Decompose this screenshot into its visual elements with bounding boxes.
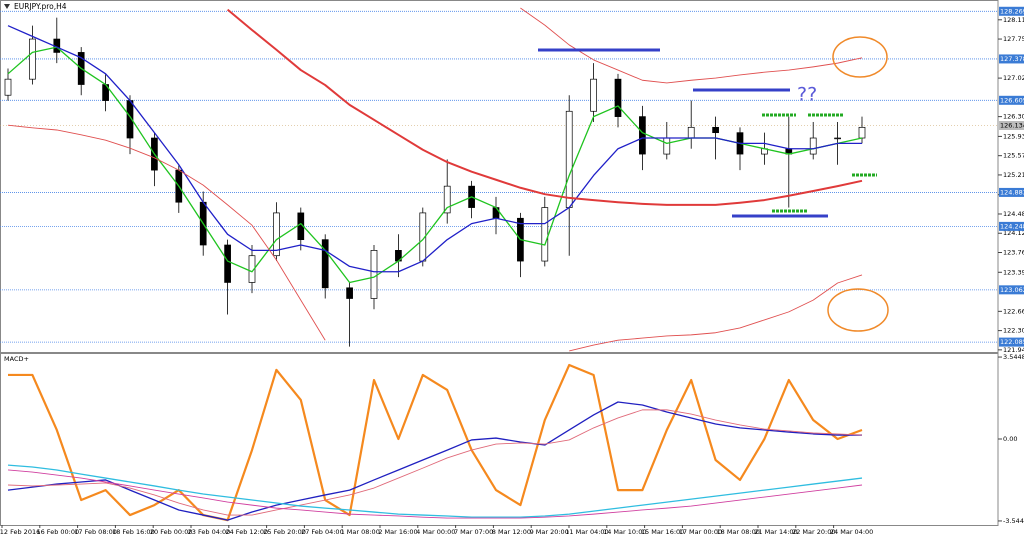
symbol-icon [4, 4, 10, 9]
macd-title: MACD+ [4, 355, 29, 363]
series-line [569, 274, 863, 352]
candle-body [834, 137, 841, 140]
y-tick-label: 125.930 [1003, 132, 1024, 140]
x-tick-label: 14 Mar 10:00 [603, 528, 646, 536]
candle-body [663, 137, 671, 155]
y-tick-label: 0.00 [1003, 435, 1017, 443]
x-tick-label: 4 Mar 00:00 [416, 528, 455, 536]
question-annotation: ?? [797, 84, 817, 106]
candle-body [370, 250, 378, 299]
candle-body [639, 116, 646, 155]
x-tick-label: 22 Mar 20:00 [792, 528, 835, 536]
main-frame [0, 0, 999, 353]
orange-circle [832, 36, 888, 78]
level-label: 122.085 [1000, 338, 1024, 346]
candle-body [614, 78, 622, 117]
y-tick-label: 122.660 [1003, 307, 1024, 315]
candle-body [809, 137, 817, 155]
level-label: 127.378 [1000, 55, 1024, 63]
candle-body [565, 110, 573, 208]
level-label: 124.883 [1000, 188, 1024, 196]
level-label: 124.248 [1000, 222, 1024, 230]
candle-body [29, 38, 36, 80]
candle-body [541, 207, 549, 262]
series-line [226, 8, 863, 206]
candle-body [4, 78, 12, 96]
macd-panel [7, 363, 863, 522]
x-tick-label: 16 Feb 00:00 [36, 528, 79, 536]
x-tick-label: 11 Mar 04:00 [565, 528, 608, 536]
level-label-box [999, 221, 1024, 231]
last-price-box [999, 121, 1024, 131]
y-tick-label: 125.210 [1003, 171, 1024, 179]
series-line [7, 25, 862, 273]
y-tick-label: 122.300 [1003, 327, 1024, 335]
x-tick-label: 20 Feb 00:00 [150, 528, 193, 536]
level-label: 123.062 [1000, 286, 1024, 294]
candle-body [273, 212, 280, 257]
x-tick-label: 17 Feb 08:00 [74, 528, 117, 536]
y-tick-label: 3.5448 [1003, 353, 1024, 361]
x-tick-label: 25 Feb 20:00 [263, 528, 306, 536]
candle-body [858, 126, 866, 139]
candle-body [321, 239, 329, 289]
series-line [7, 469, 863, 519]
x-tick-label: 9 Mar 20:00 [530, 528, 569, 536]
level-label-box [999, 187, 1024, 197]
series-line [7, 401, 862, 521]
x-tick-label: 24 Feb 12:00 [225, 528, 268, 536]
y-tick-label: -3.5448 [1003, 517, 1024, 525]
y-tick-label: 124.120 [1003, 229, 1024, 237]
y-tick-label: 127.750 [1003, 35, 1024, 43]
y-tick-label: 123.390 [1003, 268, 1024, 276]
x-tick-label: 12 Feb 2016 [0, 528, 40, 536]
y-tick-label: 121.940 [1003, 346, 1024, 354]
candle-body [712, 126, 719, 134]
y-tick-label: 125.570 [1003, 152, 1024, 160]
x-tick-label: 24 Mar 04:00 [830, 528, 873, 536]
y-tick-label: 124.480 [1003, 210, 1024, 218]
candle-body [346, 287, 353, 299]
level-label-box [999, 54, 1024, 64]
level-label: 126.605 [1000, 96, 1024, 104]
x-tick-label: 8 Mar 12:00 [492, 528, 531, 536]
x-tick-label: 2 Mar 16:00 [378, 528, 417, 536]
level-label-box [999, 95, 1024, 105]
series-line [7, 464, 863, 518]
main-panel [0, 7, 998, 352]
candle-body [443, 185, 451, 214]
series-line [7, 409, 863, 516]
level-label-box [999, 285, 1024, 295]
candle-body [590, 78, 597, 112]
drawn-annotations: ?? EURJPY.pro,H4 MACD+ [4, 2, 889, 363]
y-tick-label: 127.020 [1003, 74, 1024, 82]
axes: 128.110 127.750 127.020 126.300 125.930 125.5… [0, 6, 1024, 536]
level-label-box [999, 6, 1024, 16]
series-line [8, 363, 863, 522]
level-label: 128.269 [1000, 7, 1024, 15]
level-label-box [999, 337, 1024, 347]
x-tick-label: 7 Mar 07:00 [454, 528, 493, 536]
series-line [7, 124, 326, 341]
last-price-label: 126.134 [1000, 122, 1024, 130]
x-tick-label: 17 Mar 00:00 [679, 528, 722, 536]
y-tick-label: 126.300 [1003, 113, 1024, 121]
candle-body [248, 255, 256, 283]
candle-body [224, 244, 231, 283]
y-tick-label: 123.760 [1003, 248, 1024, 256]
x-tick-label: 27 Feb 04:00 [301, 528, 344, 536]
y-tick-label: 128.110 [1003, 16, 1024, 24]
x-tick-label: 1 Mar 08:00 [341, 528, 380, 536]
x-tick-label: 18 Feb 16:00 [112, 528, 155, 536]
candle-body [492, 207, 500, 219]
chart-title: EURJPY.pro,H4 [14, 2, 67, 11]
x-tick-label: 18 Mar 08:00 [716, 528, 759, 536]
x-tick-label: 23 Feb 04:00 [188, 528, 231, 536]
x-tick-label: 21 Mar 14:00 [754, 528, 797, 536]
x-tick-label: 15 Mar 16:00 [641, 528, 684, 536]
orange-circle [827, 288, 889, 332]
candle-body [687, 126, 695, 139]
